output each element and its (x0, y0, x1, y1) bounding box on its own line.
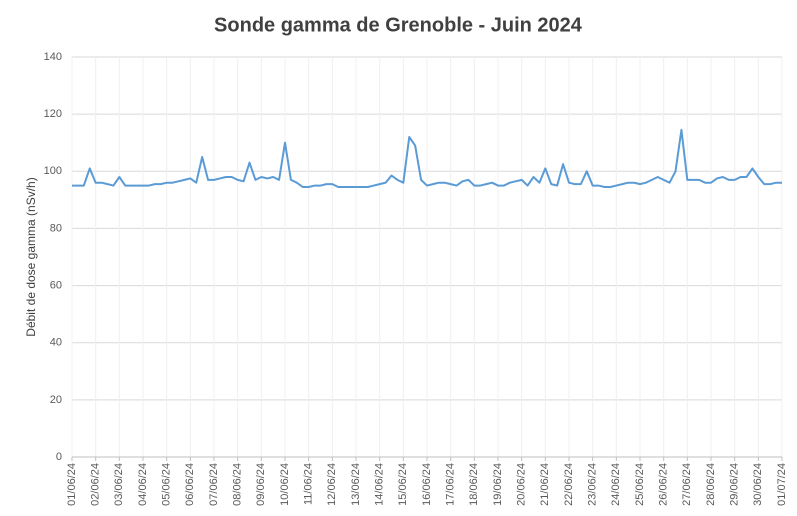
y-tick-label: 100 (44, 165, 62, 177)
x-tick-label: 06/06/24 (184, 463, 196, 506)
x-tick-label: 15/06/24 (397, 463, 409, 506)
x-tick-label: 12/06/24 (326, 463, 338, 506)
x-tick-label: 01/06/24 (66, 463, 78, 506)
y-tick-label: 140 (44, 51, 62, 63)
x-tick-label: 14/06/24 (374, 463, 386, 506)
x-tick-label: 01/07/24 (776, 463, 788, 506)
x-tick-label: 17/06/24 (445, 463, 457, 506)
y-tick-label: 20 (50, 394, 62, 406)
chart-title: Sonde gamma de Grenoble - Juin 2024 (214, 14, 583, 36)
x-tick-label: 21/06/24 (539, 463, 551, 506)
x-tick-label: 03/06/24 (113, 463, 125, 506)
x-tick-label: 05/06/24 (161, 463, 173, 506)
x-tick-label: 28/06/24 (705, 463, 717, 506)
line-series (72, 128, 782, 188)
x-tick-label: 23/06/24 (587, 463, 599, 506)
x-tick-label: 13/06/24 (350, 463, 362, 506)
y-tick-label: 0 (56, 451, 62, 463)
y-tick-label: 80 (50, 222, 62, 234)
x-tick-label: 25/06/24 (634, 463, 646, 506)
x-tick-label: 11/06/24 (303, 463, 315, 505)
x-tick-label: 09/06/24 (255, 463, 267, 506)
x-tick-label: 30/06/24 (752, 463, 764, 506)
x-tick-label: 04/06/24 (137, 463, 149, 506)
x-tick-label: 19/06/24 (492, 463, 504, 506)
x-tick-label: 29/06/24 (729, 463, 741, 506)
x-tick-label: 26/06/24 (658, 463, 670, 506)
x-tick-label: 18/06/24 (468, 463, 480, 506)
y-tick-label: 120 (44, 108, 62, 120)
y-tick-label: 40 (50, 337, 62, 349)
x-tick-label: 02/06/24 (90, 463, 102, 506)
x-tick-label: 08/06/24 (232, 463, 244, 506)
y-tick-label: 60 (50, 279, 62, 291)
y-axis-label: Débit de dose gamma (nSv/h) (24, 177, 38, 336)
x-tick-label: 10/06/24 (279, 463, 291, 506)
x-tick-label: 20/06/24 (516, 463, 528, 506)
x-tick-label: 22/06/24 (563, 463, 575, 506)
x-tick-label: 16/06/24 (421, 463, 433, 506)
x-tick-label: 27/06/24 (681, 463, 693, 506)
x-tick-label: 24/06/24 (610, 463, 622, 506)
x-tick-label: 07/06/24 (208, 463, 220, 506)
